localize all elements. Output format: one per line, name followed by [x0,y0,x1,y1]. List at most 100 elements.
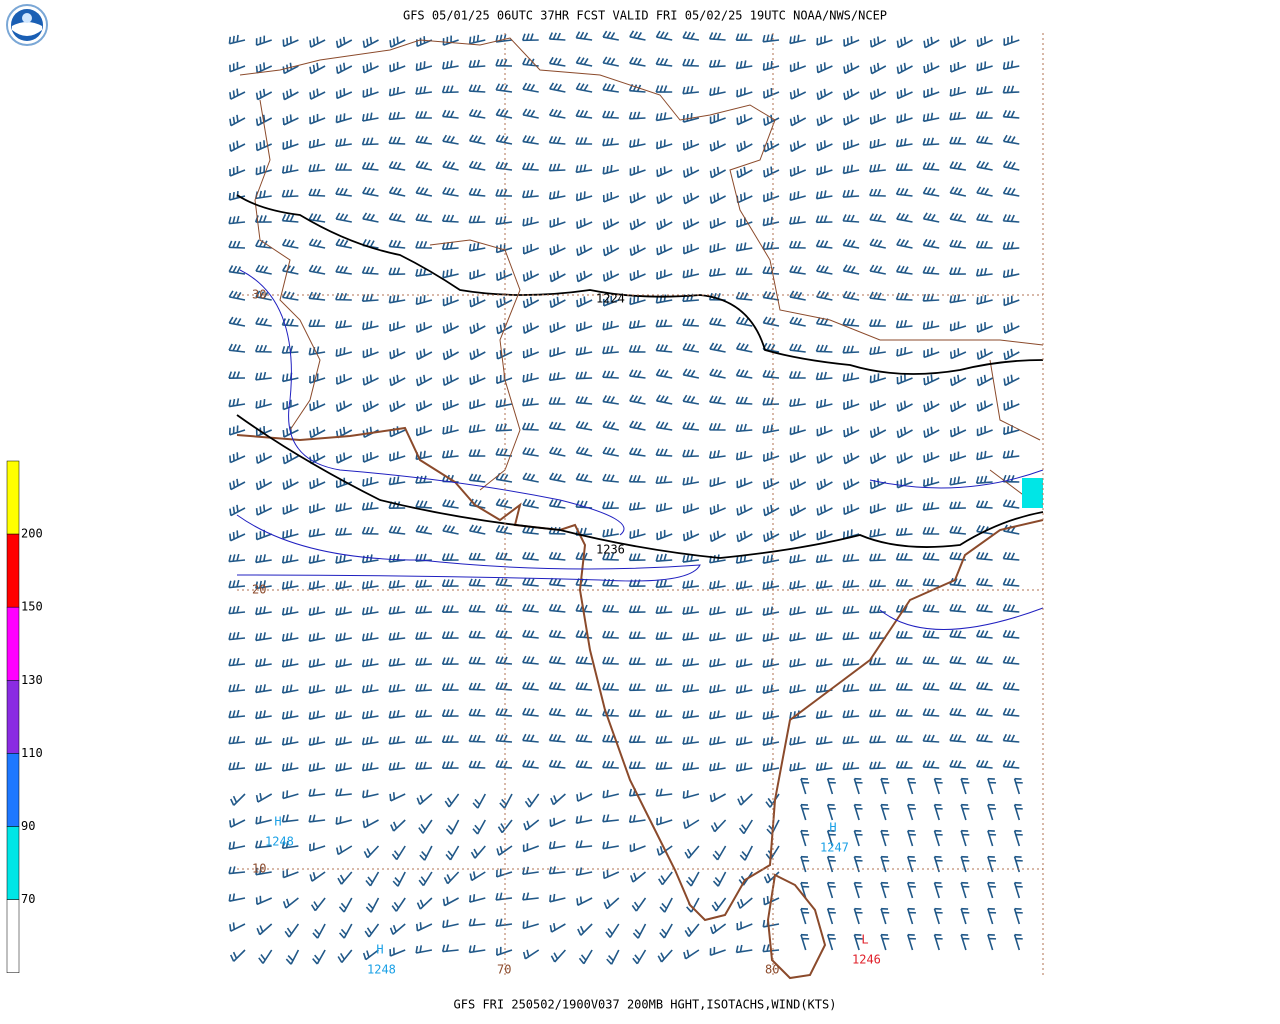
wind-barb [853,907,863,925]
wind-barb [415,735,432,744]
color-legend: 200 150 130 110 90 70 [6,460,43,973]
wind-barb [1003,374,1020,387]
wind-barb [949,267,966,275]
latitude-label: 10 [252,862,266,876]
wind-barb [1003,35,1020,47]
wind-barb [309,400,326,412]
wind-barb [922,238,940,249]
wind-barb [736,140,753,153]
wind-barb [789,316,806,327]
wind-barb [922,502,940,511]
wind-barb [389,321,406,332]
wind-barb [816,114,833,127]
wind-barb [468,160,486,171]
wind-barb [548,32,566,41]
wind-barb [842,735,860,745]
wind-barb [628,320,646,329]
wind-barb [442,499,459,509]
wind-barb [282,36,299,48]
wind-barb [415,579,432,588]
wind-barb [468,59,486,69]
wind-barb [281,554,299,564]
wind-barb [309,426,326,439]
wind-barb [907,803,916,821]
wind-barb [869,426,887,439]
wind-barb [1002,577,1020,587]
wind-barb [869,346,886,356]
wind-barb [335,400,353,413]
wind-barb [255,88,273,101]
wind-barb [1013,907,1023,925]
wind-barb [362,347,379,359]
wind-barb [684,923,700,937]
wind-barb [228,265,246,275]
wind-barb [230,793,246,806]
wind-barb [631,897,647,912]
wind-barb [415,761,432,770]
wind-barb [655,502,673,513]
wind-barb [869,139,887,149]
wind-barb [495,216,513,225]
wind-barb [815,215,833,224]
wind-barb [229,114,246,127]
wind-barb [602,869,620,880]
wind-barb [816,452,833,464]
wind-barb [949,476,967,486]
wind-barb [949,426,967,438]
wind-barb [842,683,860,693]
wind-barb [922,708,940,717]
wind-barb [522,603,539,613]
wind-barb [762,658,780,668]
wind-barb [685,871,700,887]
wind-barb [712,845,727,861]
wind-barb [282,897,299,909]
wind-barb [365,897,380,913]
wind-barb [602,682,619,691]
longitude-label: 70 [497,963,511,977]
wind-barb [495,189,513,197]
wind-barb [655,420,673,431]
wind-barb [655,343,673,353]
wind-barb [469,374,486,386]
wind-barb [522,577,539,587]
wind-barb [255,165,272,176]
wind-barb [816,165,833,176]
wind-barb [1013,777,1023,795]
wind-barb [709,477,726,488]
wind-barb [655,294,673,304]
wind-barb [895,552,913,561]
wind-barb [548,190,566,200]
wind-barb [922,578,940,587]
wind-barb [575,346,593,356]
wind-barb [361,137,379,146]
wind-barb [602,604,619,613]
wind-barb [472,819,487,835]
wind-barb [789,140,807,153]
wind-barb [895,760,913,769]
wind-barb [522,655,539,665]
wind-barb [789,580,806,590]
wind-barb [468,524,486,535]
wind-barb [682,58,699,67]
wind-barb [522,347,539,359]
wind-barb [605,923,620,938]
wind-barb [976,36,993,48]
wind-barb [1002,214,1020,223]
wind-barb [577,923,593,936]
wind-barb [281,189,299,198]
wind-barb [602,841,619,850]
wind-barb [415,922,433,932]
center-symbol: H [274,815,281,829]
wind-barb [550,793,566,806]
wind-barb [362,789,379,799]
wind-barb [441,631,459,639]
wind-barb [255,632,272,642]
borders [239,37,1044,501]
wind-barb [950,374,967,387]
wind-barb [282,869,299,879]
wind-barb [629,843,646,853]
legend-label: 130 [21,673,43,687]
wind-barb [255,580,272,590]
wind-barb [682,85,699,95]
wind-barb [415,110,432,119]
